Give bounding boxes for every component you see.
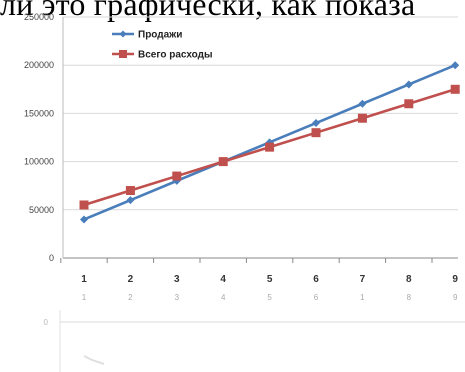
- data-point-0-5: [312, 119, 320, 128]
- data-point-0-8: [451, 61, 460, 70]
- x-sub-label-6: 1: [360, 293, 365, 302]
- fragment-tick-label: 0: [44, 318, 49, 327]
- gridlines: [63, 16, 458, 211]
- series-group: [79, 61, 460, 224]
- data-point-1-8: [450, 84, 460, 94]
- data-point-1-5: [311, 128, 321, 138]
- data-point-0-6: [358, 99, 367, 108]
- x-tick-label-1: 2: [128, 274, 134, 285]
- x-sub-label-4: 5: [267, 293, 272, 302]
- data-point-0-1: [126, 196, 135, 205]
- y-tick-label-2: 100000: [24, 157, 54, 167]
- data-point-1-2: [172, 171, 182, 181]
- x-sub-label-1: 2: [128, 293, 133, 302]
- x-tick-label-0: 1: [81, 274, 87, 285]
- y-tick-labels: 0 50000 100000 150000 200000 250000: [24, 12, 54, 263]
- legend-marker-0: [119, 30, 127, 38]
- y-tick-label-4: 200000: [24, 60, 54, 70]
- x-sub-label-8: 9: [453, 293, 458, 302]
- data-point-1-3: [218, 157, 228, 167]
- data-point-1-7: [404, 99, 414, 109]
- x-sub-label-3: 4: [221, 293, 226, 302]
- data-point-1-0: [79, 200, 89, 210]
- x-tick-label-7: 8: [406, 274, 412, 285]
- x-tick-label-5: 6: [313, 274, 319, 285]
- legend: Продажи Всего расходы: [112, 30, 213, 61]
- x-sub-label-5: 6: [314, 293, 319, 302]
- x-tick-label-2: 3: [174, 274, 180, 285]
- data-point-0-7: [404, 80, 413, 89]
- lower-axis-fragment: 0: [44, 310, 465, 372]
- x-tick-label-3: 4: [220, 274, 226, 285]
- fragment-faint-line: [83, 355, 105, 365]
- y-tick-label-3: 150000: [24, 108, 54, 118]
- data-point-1-1: [125, 186, 135, 196]
- y-tick-label-1: 50000: [29, 205, 54, 215]
- y-tick-label-0: 0: [49, 253, 54, 263]
- x-tick-label-6: 7: [360, 274, 366, 285]
- x-sub-label-7: 8: [407, 293, 412, 302]
- y-tick-label-5: 250000: [24, 12, 54, 22]
- data-point-0-0: [80, 215, 88, 224]
- x-tick-label-8: 9: [452, 274, 458, 285]
- data-point-1-4: [265, 142, 275, 152]
- legend-marker-1: [119, 50, 127, 58]
- x-tick-label-4: 5: [267, 274, 273, 285]
- axes: [60, 17, 458, 263]
- x-sub-label-2: 3: [175, 293, 180, 302]
- legend-label-0: Продажи: [138, 30, 182, 41]
- x-sub-label-0: 1: [82, 293, 87, 302]
- x-tick-labels: 1 1 2 2 3 3 4 4 5 5 6 6 7 1 8 8 9 9: [81, 274, 458, 302]
- data-point-1-6: [357, 113, 367, 123]
- legend-label-1: Всего расходы: [138, 50, 213, 61]
